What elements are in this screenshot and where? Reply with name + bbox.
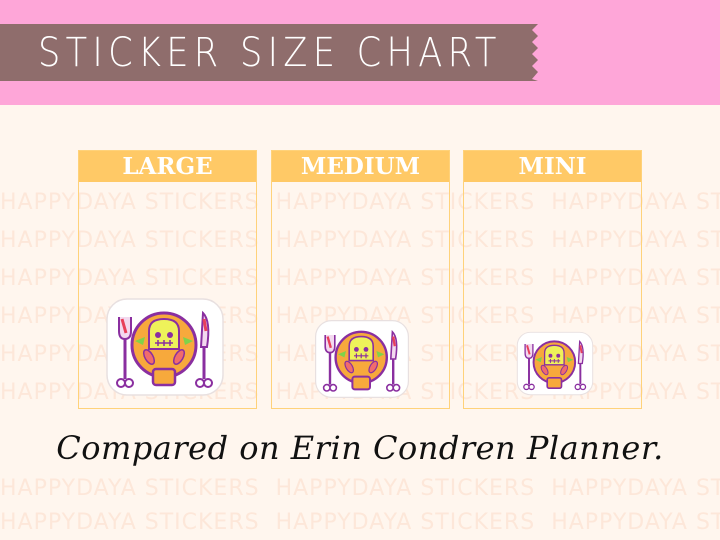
- size-label: MEDIUM: [272, 151, 449, 182]
- watermark-row: HAPPYDAYA STICKERS HAPPYDAYA STICKERS HA…: [0, 476, 720, 501]
- size-card-mini: MINI: [463, 150, 642, 409]
- size-card-medium: MEDIUM: [271, 150, 450, 409]
- sticker-medium: [314, 319, 410, 399]
- page-title: STICKER SIZE CHART: [38, 30, 502, 76]
- size-label: MINI: [464, 151, 641, 182]
- watermark-row: HAPPYDAYA STICKERS HAPPYDAYA STICKERS HA…: [0, 510, 720, 535]
- banner-ribbon: [0, 24, 538, 81]
- size-label: LARGE: [79, 151, 256, 182]
- sticker-mini: [516, 331, 594, 396]
- title-banner: STICKER SIZE CHART: [0, 24, 545, 81]
- caption: Compared on Erin Condren Planner.: [56, 429, 664, 467]
- size-card-large: LARGE: [78, 150, 257, 409]
- sticker-large: [105, 297, 225, 397]
